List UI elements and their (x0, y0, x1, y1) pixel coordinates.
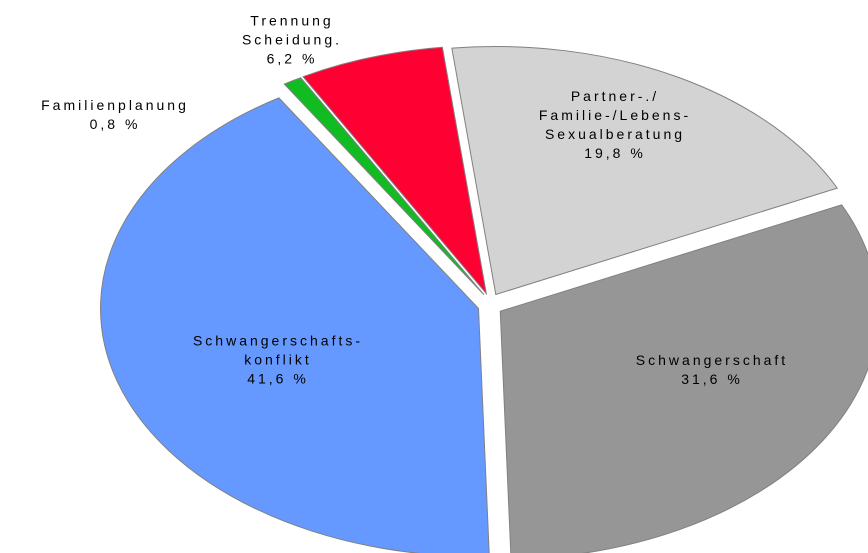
value-label: 6,2 % (266, 50, 318, 67)
slice-label: Schwangerschaft 31,6 % (636, 351, 788, 389)
value-label: 19,8 % (584, 145, 646, 161)
slice-label: Schwangerschafts- konflikt 41,6 % (193, 332, 363, 389)
slice-label: Trennung Scheidung. 6,2 % (242, 12, 342, 69)
slice-label: Partner-./ Familie-/Lebens- Sexualberatu… (539, 87, 691, 163)
category-label: Schwangerschafts- konflikt (192, 332, 364, 368)
pie-slice (302, 46, 488, 296)
category-label: Familienplanung (41, 97, 189, 113)
value-label: 0,8 % (89, 116, 141, 132)
pie-slice (499, 204, 868, 553)
value-label: 41,6 % (247, 370, 309, 387)
category-label: Schwangerschaft (635, 352, 789, 368)
value-label: 31,6 % (681, 371, 743, 387)
pie-slice (283, 77, 485, 295)
pie-slice (451, 46, 839, 296)
category-label: Trennung Scheidung. (241, 12, 343, 48)
category-label: Partner-./ Familie-/Lebens- Sexualberatu… (538, 88, 692, 142)
slice-label: Familienplanung 0,8 % (41, 96, 189, 134)
pie-slice (100, 97, 490, 553)
